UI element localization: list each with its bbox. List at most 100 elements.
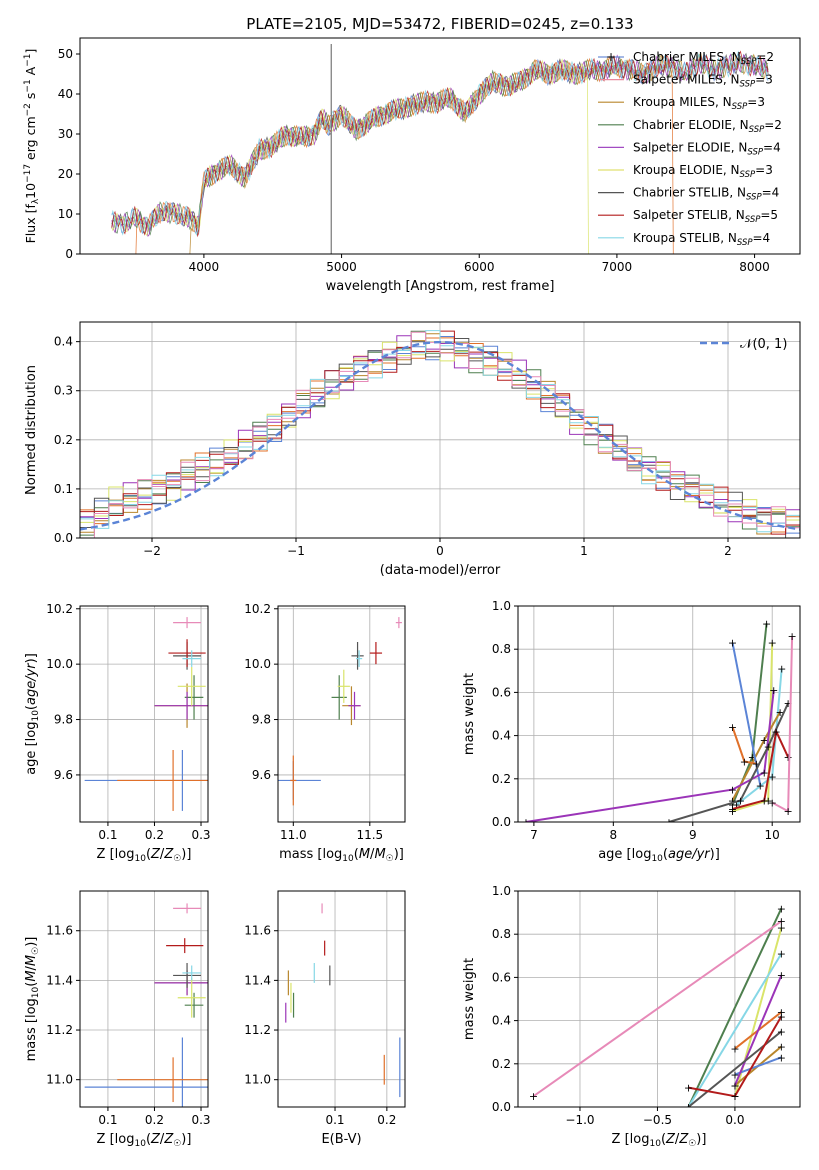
mass-weight-point: + [730, 1090, 739, 1103]
x-tick-label: 8 [610, 828, 618, 842]
y-tick-label: 11.6 [46, 924, 73, 938]
mass-weight-point: + [777, 1010, 786, 1023]
x-tick-label: 7 [530, 828, 538, 842]
x-axis-label: age [log10(age/yr)] [598, 847, 720, 864]
mass-weight-point: + [730, 1079, 739, 1092]
y-tick-label: 9.8 [252, 713, 271, 727]
legend-entry: Chabrier STELIB, NSSP=4 [633, 186, 779, 203]
mass-weight-point: + [777, 948, 786, 961]
mass-weight-point: + [768, 771, 777, 784]
legend-entry-sub: SSP [740, 80, 756, 90]
y-tick-label: 11.4 [244, 973, 271, 987]
mass-weight-point: + [777, 922, 786, 935]
y-axis-label: mass weight [462, 958, 477, 1040]
x-tick-label: 10 [765, 828, 780, 842]
axis-label-part: ( [24, 705, 39, 710]
mass-weight-point: + [740, 756, 749, 769]
legend-entry-base: Salpeter MILES, N [633, 73, 740, 87]
y-tick-label: 0.8 [492, 642, 511, 656]
y-axis-label-part: −17 [23, 164, 33, 183]
mass-weight-point: + [748, 751, 757, 764]
y-axis-label-part: ] [23, 49, 38, 54]
mass-weight-point: + [777, 1041, 786, 1054]
mass-weight-point: + [752, 758, 761, 771]
legend-entry: Kroupa MILES, NSSP=3 [633, 95, 765, 112]
x-tick-label: 0.1 [98, 828, 117, 842]
legend-entry-suffix: =4 [753, 231, 771, 245]
axis-label-part: M [24, 970, 39, 981]
y-tick-label: 0.1 [54, 482, 73, 496]
legend-entry-base: Kroupa MILES, N [633, 95, 732, 109]
axis-label-part: Z [163, 1132, 174, 1147]
plot-area: +++++++++++++++++++++ [529, 902, 786, 1114]
spectrum-model-line [111, 58, 769, 254]
legend-entry: 𝒩(0, 1) [740, 337, 787, 352]
mass-weight-point: + [728, 803, 737, 816]
y-axis-label: mass weight [462, 673, 477, 755]
legend-entry-base: Salpeter STELIB, N [633, 208, 745, 222]
axis-label-part: mass [log [279, 847, 342, 862]
mass-weight-point: + [732, 799, 741, 812]
y-axis-label-part: −1 [23, 79, 33, 92]
x-axis-label: E(B-V) [321, 1132, 361, 1147]
y-tick-label: 0.0 [492, 1100, 511, 1114]
mass-weight-series-line [732, 727, 790, 810]
y-tick-label: 11.2 [244, 1023, 271, 1037]
y-tick-label: 0.2 [492, 772, 511, 786]
mass-weight-series-line [731, 711, 781, 801]
plot-area [80, 330, 800, 538]
mass-weight-point: + [728, 805, 737, 818]
legend-entry-sub: SSP [746, 193, 762, 203]
legend-entry-base: Chabrier MILES, N [633, 50, 741, 64]
axis-label-part: ☉ [31, 947, 41, 955]
mass-weight-point: + [777, 969, 786, 982]
axis-label-part: Z [log [97, 847, 135, 862]
mass-weight-point: + [728, 721, 737, 734]
mass-weight-point: + [728, 794, 737, 807]
x-tick-label: 0.1 [325, 1113, 344, 1127]
legend-entry: Salpeter ELODIE, NSSP=4 [633, 140, 781, 157]
y-tick-label: 10.0 [244, 657, 271, 671]
axis-label-part: ☉ [688, 1139, 696, 1149]
y-tick-label: 9.6 [252, 768, 271, 782]
x-tick-label: 8000 [739, 260, 770, 274]
axis-label-part: / [675, 1132, 680, 1147]
axis-label-part: Z [log [97, 1132, 135, 1147]
axis-label-part: 10 [31, 986, 41, 998]
axis-label-part: ( [24, 982, 39, 987]
legend-entry: Kroupa STELIB, NSSP=4 [633, 231, 770, 248]
mass-weight-point: + [684, 1101, 693, 1114]
x-tick-label: 2 [724, 544, 732, 558]
axis-label-part: M [24, 955, 39, 966]
mass-weight-point: + [783, 751, 792, 764]
x-axis-label: wavelength [Angstrom, rest frame] [326, 279, 555, 294]
axes-frame [277, 890, 406, 1108]
axis-label-part: / [160, 1132, 165, 1147]
legend-entry: Salpeter STELIB, NSSP=5 [633, 208, 778, 225]
mass-vs-metallicity-panel: 0.1 0.2 0.311.011.211.411.6Z [log10(Z/Z☉)]… [24, 890, 211, 1149]
legend-entry: Chabrier MILES, NSSP=2 [633, 50, 774, 67]
axis-label-part: 10 [134, 854, 146, 864]
y-tick-label: 11.4 [46, 973, 73, 987]
normal-distribution-curve [80, 341, 800, 531]
y-axis-label: Flux [fλ10−17 erg cm−2 s−1 A−1] [23, 49, 41, 244]
x-tick-label: 0.0 [725, 1113, 744, 1127]
mass-weight-point: + [521, 816, 530, 829]
mass-vs-ebv-panel: 0.1 0.2 11.0 11.2 11.4 11.6 E(B-V) [244, 890, 406, 1147]
y-tick-label: 0.6 [492, 685, 511, 699]
y-tick-label: 10.2 [46, 602, 73, 616]
x-tick-label: 5000 [326, 260, 357, 274]
mass-weight-point: + [777, 663, 786, 676]
legend-entry-sub: SSP [747, 147, 763, 157]
y-tick-label: 11.0 [244, 1073, 271, 1087]
axis-label-part: / [370, 847, 375, 862]
axes-frame [517, 605, 801, 823]
mass-weight-series-line [731, 642, 762, 786]
axis-label-part: )] [24, 937, 39, 947]
mass-weight-point: + [728, 799, 737, 812]
y-tick-label: 0.4 [492, 729, 511, 743]
mass-weight-series-line [733, 974, 783, 1086]
axis-label-part: )] [696, 1132, 706, 1147]
